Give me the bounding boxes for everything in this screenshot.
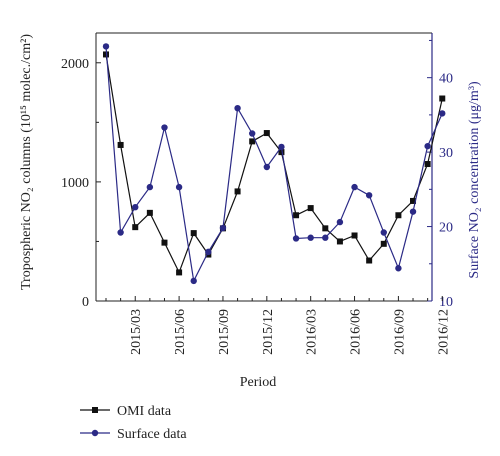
x-tick-label: 2016/06 [349, 309, 364, 355]
x-tick-label: 2016/09 [392, 309, 407, 355]
omi-point [439, 95, 446, 102]
surface-point [161, 124, 168, 131]
surface-point [365, 192, 373, 199]
omi-point [380, 240, 387, 247]
omi-point [307, 205, 314, 212]
left-tick-label: 2000 [61, 57, 89, 72]
omi-point [351, 232, 358, 239]
omi-point [424, 161, 431, 168]
surface-point [336, 218, 344, 226]
right-axis: 10 20 30 40 [427, 39, 453, 310]
surface-point [380, 229, 387, 236]
surface-point [234, 104, 241, 112]
omi-point [117, 141, 124, 148]
right-axis-label: Surface NO₂ concentration (μg/m³) [467, 81, 482, 279]
surface-point [175, 183, 183, 191]
surface-point [102, 43, 110, 50]
series-layer [102, 43, 446, 285]
omi-series-line [105, 54, 443, 274]
surface-point [219, 224, 227, 232]
omi-legend-marker [92, 407, 98, 413]
omi-point [366, 257, 373, 264]
x-tick-label: 2016/03 [305, 309, 320, 355]
surface-point [205, 248, 212, 256]
surface-point [439, 110, 446, 117]
right-tick-label: 30 [439, 146, 453, 161]
omi-point [161, 239, 168, 246]
x-tick-label: 2015/03 [129, 309, 144, 355]
right-tick-label: 40 [439, 72, 453, 87]
right-tick-label: 20 [439, 221, 453, 236]
omi-point [146, 209, 153, 216]
omi-point [249, 138, 256, 145]
surface-point [409, 208, 417, 215]
surface-legend-marker [91, 429, 99, 437]
omi-point [132, 224, 139, 231]
left-tick-label: 1000 [61, 176, 89, 191]
omi-point [293, 212, 300, 219]
surface-point [322, 234, 329, 241]
surface-point [424, 142, 431, 150]
omi-point [336, 238, 343, 245]
left-axis-label: Tropospheric NO₂ columns (10¹⁵ molec./cm… [19, 34, 34, 290]
x-tick-label: 2015/06 [173, 309, 188, 355]
x-tick-label: 2016/12 [436, 309, 451, 355]
surface-point [117, 229, 124, 236]
omi-point [176, 269, 183, 276]
omi-legend-label: OMI data [117, 404, 172, 419]
omi-point [410, 197, 417, 204]
surface-point [351, 183, 358, 191]
x-axis-label: Period [240, 375, 277, 390]
surface-point [395, 265, 402, 272]
surface-point [146, 183, 154, 191]
surface-point [132, 204, 139, 211]
x-axis: 2015/03 2015/06 2015/09 2015/12 2016/03 2016/… [105, 296, 451, 355]
omi-point [190, 230, 197, 237]
omi-point [322, 225, 329, 232]
surface-point [190, 277, 197, 285]
legend: OMI data Surface data [80, 404, 187, 442]
surface-point [292, 235, 300, 242]
omi-point [395, 212, 402, 219]
surface-legend-label: Surface data [117, 427, 187, 442]
omi-point [234, 188, 241, 195]
surface-series-line [105, 46, 443, 283]
x-tick-label: 2015/12 [261, 309, 276, 355]
surface-point [278, 143, 285, 151]
surface-point [249, 130, 256, 137]
left-tick-label: 0 [82, 295, 89, 310]
surface-point [263, 163, 271, 171]
left-axis: 0 1000 2000 [61, 57, 101, 310]
omi-point [103, 51, 109, 58]
omi-point [278, 149, 285, 156]
omi-point [263, 130, 270, 137]
x-tick-label: 2015/09 [217, 309, 232, 355]
right-tick-label: 10 [439, 295, 453, 310]
surface-point [307, 234, 314, 241]
